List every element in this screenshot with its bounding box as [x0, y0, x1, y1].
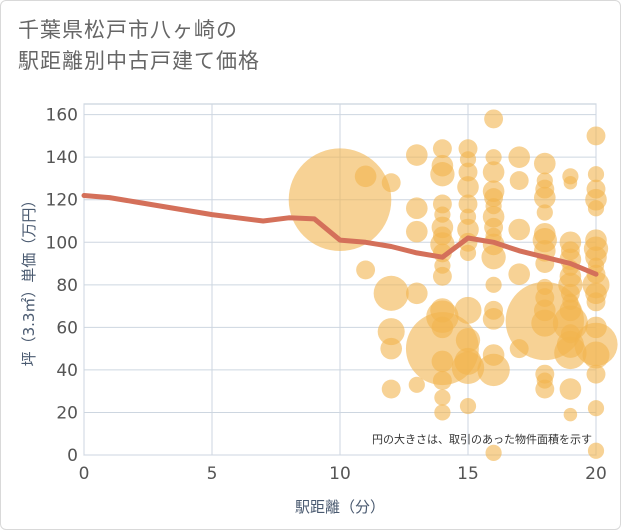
x-axis-title: 駅距離（分） — [295, 498, 385, 516]
y-tick-label: 0 — [67, 446, 78, 466]
data-bubble — [430, 162, 455, 187]
data-bubble — [454, 296, 482, 324]
chart-title-line2: 駅距離別中古戸建て価格 — [18, 49, 260, 73]
data-bubble — [587, 166, 605, 183]
data-bubble — [432, 139, 452, 159]
data-bubble — [508, 218, 530, 241]
x-tick-label: 5 — [207, 464, 218, 484]
y-tick-label: 80 — [56, 276, 78, 296]
data-bubble — [587, 200, 605, 217]
data-bubble — [534, 186, 556, 209]
average-price-line — [81, 193, 599, 277]
data-bubble — [288, 148, 392, 252]
data-bubble — [481, 245, 506, 270]
y-tick-label: 20 — [56, 403, 78, 423]
data-bubble — [535, 379, 555, 399]
data-bubble — [484, 109, 504, 129]
data-bubble — [354, 165, 377, 188]
data-bubble — [563, 407, 578, 422]
data-bubble — [373, 275, 409, 311]
y-tick-label: 160 — [46, 106, 78, 126]
data-bubble — [586, 292, 606, 312]
data-bubble — [457, 176, 479, 198]
data-bubble — [563, 175, 578, 190]
data-bubble — [459, 244, 477, 262]
data-bubble — [406, 220, 428, 243]
data-bubble — [485, 276, 502, 293]
data-bubble — [459, 151, 477, 168]
bubble-size-note: 円の大きさは、取引のあった物件面積を示す — [372, 432, 592, 446]
data-bubble — [485, 444, 502, 461]
data-bubble — [408, 376, 425, 393]
x-tick-label: 0 — [79, 464, 90, 484]
y-axis-title: 坪（3.3㎡）単価（万円） — [20, 193, 38, 367]
data-bubble — [587, 442, 605, 459]
data-bubble — [531, 309, 559, 337]
data-bubble — [406, 282, 428, 305]
data-bubble — [586, 364, 606, 384]
data-bubble — [380, 337, 403, 360]
data-bubble — [377, 318, 405, 346]
chart-title: 千葉県松戸市八ヶ崎の 駅距離別中古戸建て価格 — [18, 15, 260, 77]
data-bubble — [509, 171, 529, 191]
x-tick-label: 15 — [457, 464, 479, 484]
data-bubble — [455, 327, 481, 353]
data-bubble — [381, 379, 401, 399]
data-bubble — [406, 144, 428, 166]
data-bubble — [587, 400, 605, 417]
y-tick-label: 100 — [46, 233, 78, 253]
data-bubble — [434, 404, 451, 421]
y-tick-label: 120 — [46, 191, 78, 211]
data-bubble — [459, 397, 477, 415]
data-bubble — [406, 197, 428, 220]
data-bubble — [508, 263, 530, 285]
data-bubble — [431, 350, 454, 373]
data-bubble — [434, 389, 451, 406]
data-bubble — [482, 308, 505, 330]
data-bubble — [381, 173, 401, 193]
data-bubble — [458, 162, 478, 182]
data-bubble — [477, 353, 510, 387]
bubble-series — [288, 109, 618, 461]
data-bubble — [559, 378, 582, 400]
data-bubble — [482, 161, 505, 183]
chart-title-line1: 千葉県松戸市八ヶ崎の — [18, 18, 238, 42]
data-bubble — [534, 152, 556, 175]
data-bubble — [586, 126, 606, 146]
data-bubble — [536, 204, 553, 221]
data-bubble — [432, 371, 452, 390]
data-bubble — [356, 260, 376, 280]
data-bubble — [458, 194, 478, 214]
data-bubble — [432, 266, 452, 286]
data-bubble — [508, 146, 530, 168]
y-tick-label: 40 — [56, 361, 78, 381]
y-tick-label: 140 — [46, 148, 78, 168]
y-tick-label: 60 — [56, 318, 78, 338]
data-bubble — [582, 341, 610, 369]
data-bubble — [451, 351, 485, 384]
x-tick-label: 10 — [329, 464, 351, 484]
x-tick-label: 20 — [585, 464, 607, 484]
axis-ticks: 0 5 10 15 20 0 20 40 60 80 100 120 140 160 — [46, 106, 607, 484]
data-bubble — [485, 149, 502, 166]
